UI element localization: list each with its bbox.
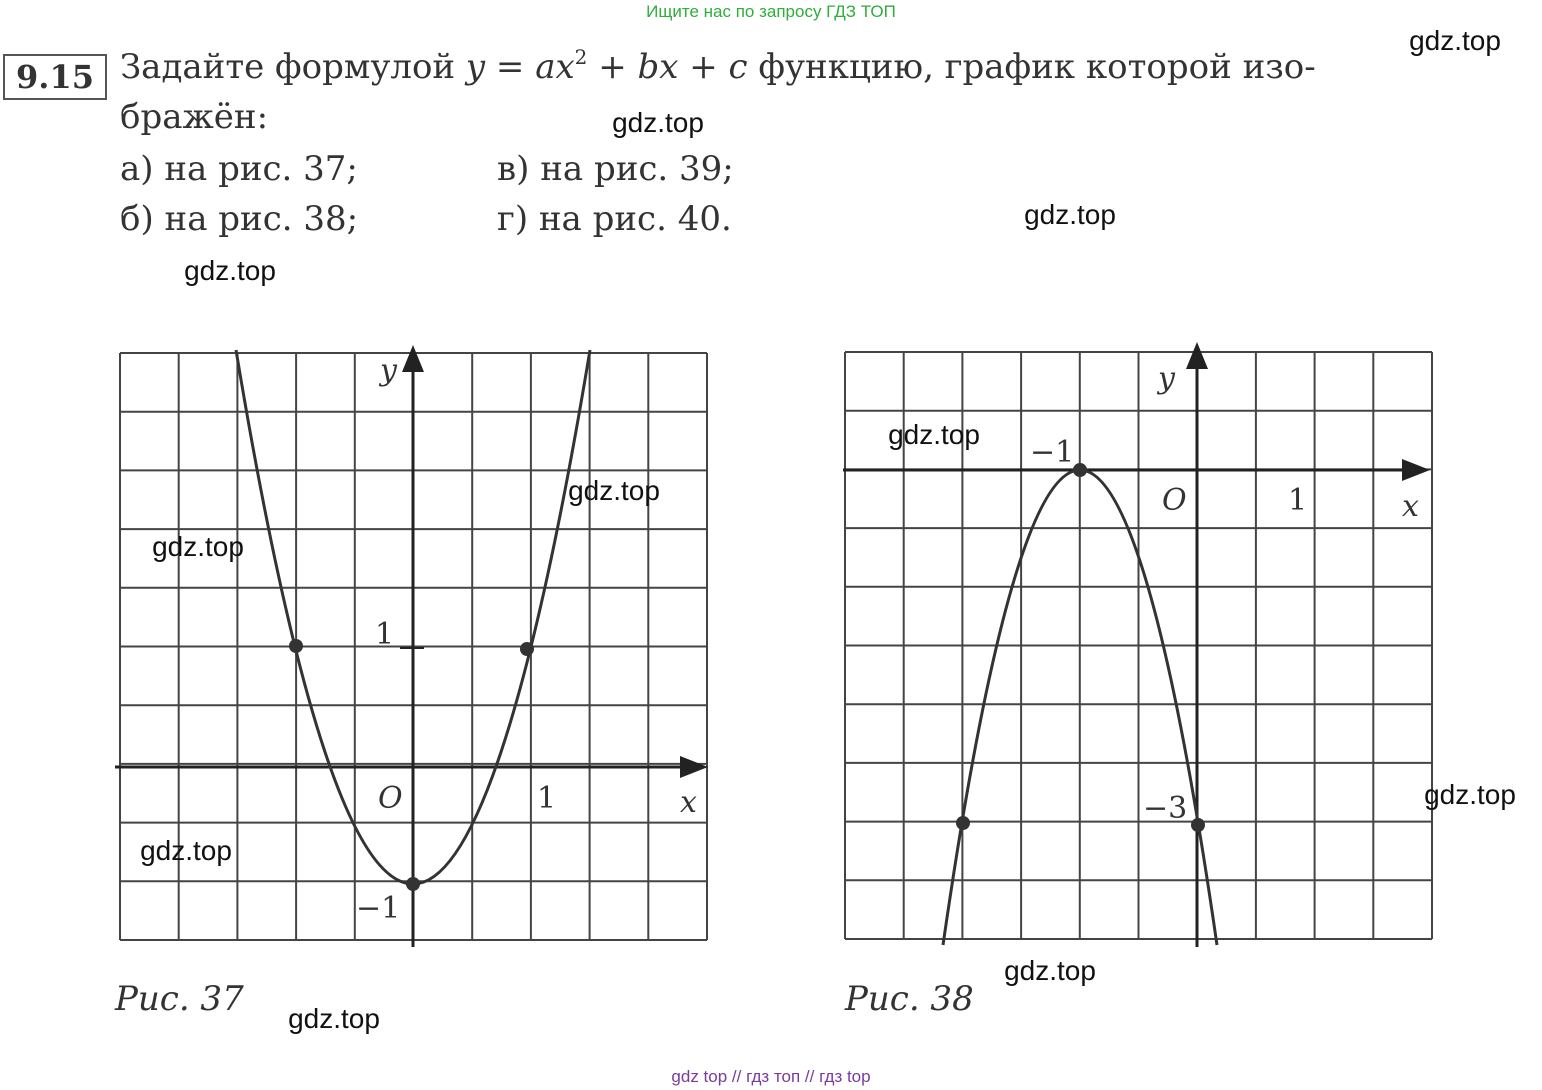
tick-label: 1: [1288, 483, 1307, 518]
exponent: 2: [575, 45, 588, 69]
arrow: [680, 756, 708, 778]
problem-line2: бражён:: [120, 97, 268, 137]
text: функцию, график которой изо-: [748, 47, 1316, 87]
caption: Рис. 38: [844, 979, 974, 1019]
arrow: [402, 345, 424, 372]
item: а) на рис. 37;: [120, 149, 358, 189]
watermark: gdz.top: [612, 107, 704, 138]
watermark: gdz.top: [1409, 25, 1501, 56]
watermark: gdz.top: [888, 419, 980, 450]
watermarks: gdz.top gdz.top gdz.top gdz.top gdz.top gdz.t…: [140, 25, 1516, 1034]
tick-label: −1: [356, 891, 400, 926]
number-box: [3, 54, 107, 100]
axis-label: y: [378, 353, 398, 388]
arrow: [1186, 342, 1208, 369]
watermark: gdz.top: [288, 1003, 380, 1034]
grid: [844, 351, 1433, 940]
point: [406, 877, 420, 891]
arrow: [1402, 459, 1430, 481]
problem-number: 9.15: [16, 58, 94, 96]
caption: Рис. 37: [114, 979, 244, 1019]
problem-line1: Задайте формулой y = ax2 + bx + c функци…: [120, 45, 1316, 87]
formula: y = ax: [464, 47, 575, 87]
axis-label: x: [1402, 489, 1419, 524]
watermark: gdz.top: [184, 255, 276, 286]
banner: Ищите нас по запросу ГДЗ ТОП: [646, 2, 896, 21]
item: б) на рис. 38;: [120, 199, 358, 239]
item: г) на рис. 40.: [497, 199, 732, 239]
footer: gdz top // гдз топ // гдз top: [671, 1067, 870, 1086]
tick-label: 1: [375, 617, 394, 652]
tick-label: −1: [1030, 435, 1074, 470]
point: [1073, 463, 1087, 477]
watermark: gdz.top: [140, 835, 232, 866]
tick-label: −3: [1143, 791, 1187, 826]
watermark: gdz.top: [1424, 779, 1516, 810]
origin-label: O: [1162, 483, 1187, 518]
point: [289, 639, 303, 653]
axis-label: y: [1156, 361, 1176, 396]
watermark: gdz.top: [152, 531, 244, 562]
tick-label: 1: [537, 781, 556, 816]
formula: + bx + c: [587, 47, 747, 87]
item: в) на рис. 39;: [497, 149, 734, 189]
watermark: gdz.top: [1024, 199, 1116, 230]
point: [1191, 818, 1205, 832]
watermark: gdz.top: [568, 475, 660, 506]
text: Задайте формулой: [120, 47, 466, 87]
axis-label: x: [680, 785, 697, 820]
point: [956, 816, 970, 830]
point: [520, 642, 534, 656]
origin-label: O: [378, 781, 403, 816]
watermark: gdz.top: [1004, 955, 1096, 986]
